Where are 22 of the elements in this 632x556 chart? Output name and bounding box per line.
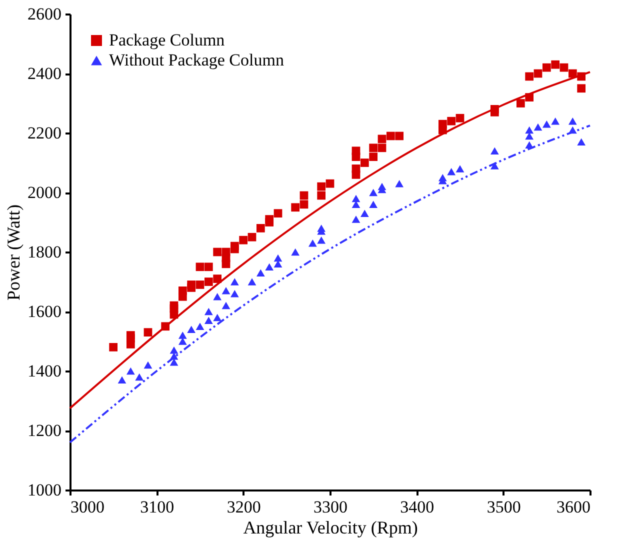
y-tick-label: 1800 bbox=[28, 242, 62, 262]
y-tick-label: 1600 bbox=[28, 302, 62, 321]
legend-label: Package Column bbox=[109, 30, 226, 50]
x-tick-label: 3400 bbox=[400, 498, 434, 516]
line-series bbox=[69, 71, 591, 410]
x-tick-label: 3200 bbox=[226, 498, 261, 516]
y-axis-title: Power (Watt) bbox=[4, 204, 24, 301]
y-tick-label: 1400 bbox=[28, 362, 62, 380]
y-tick-label: 2600 bbox=[28, 4, 62, 24]
x-tick-label: 3500 bbox=[486, 498, 521, 516]
y-tick-label: 1000 bbox=[28, 480, 62, 500]
x-axis-title: Angular Velocity (Rpm) bbox=[243, 518, 418, 538]
x-tick-label: 3000 bbox=[70, 498, 104, 516]
x-tick-label: 3100 bbox=[140, 498, 174, 516]
y-tick-label: 2400 bbox=[28, 64, 62, 83]
y-tick-label: 2200 bbox=[28, 124, 62, 142]
x-tick-label: 3600 bbox=[556, 498, 590, 516]
y-tick-label: 2000 bbox=[28, 183, 62, 202]
line-series bbox=[69, 124, 591, 444]
x-tick-label: 3300 bbox=[314, 498, 348, 516]
y-tick-label: 1200 bbox=[28, 421, 62, 440]
legend-label: Without Package Column bbox=[109, 50, 284, 70]
